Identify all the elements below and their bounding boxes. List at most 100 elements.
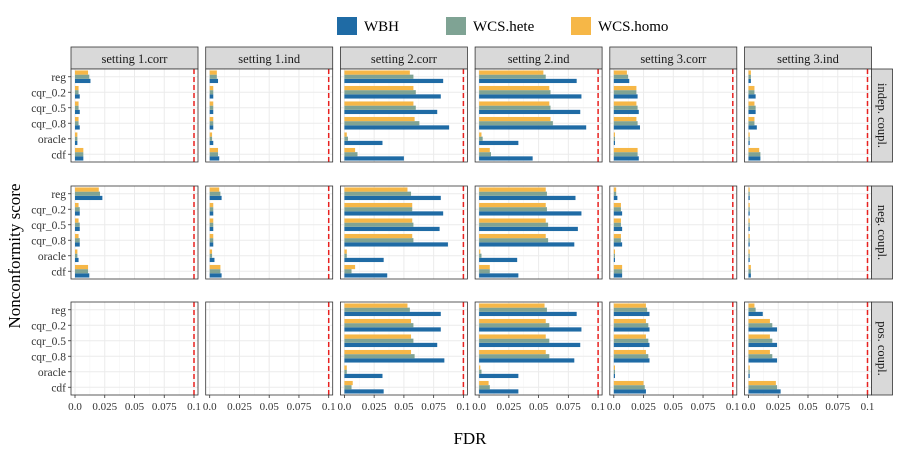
- bar-wcs-hete-reg: [75, 191, 100, 196]
- panel-setting-2-corr-indep-coupl: [339, 68, 468, 163]
- bar-wbh-cqr-0-8: [75, 125, 80, 130]
- bar-wcs-homo-cqr-0-2: [209, 202, 214, 208]
- bar-wbh-cqr-0-2: [748, 94, 756, 99]
- bar-wcs-hete-cqr-0-5: [344, 338, 414, 343]
- bar-wcs-homo-reg: [344, 303, 408, 308]
- bar-wcs-hete-cqr-0-5: [613, 105, 638, 110]
- y-tick-label-cqr-0-2: cqr_0.2: [31, 87, 66, 99]
- bar-wcs-hete-oracle: [748, 253, 750, 258]
- bar-wcs-hete-cqr-0-5: [479, 105, 551, 110]
- bar-wcs-hete-reg: [344, 74, 414, 79]
- bar-wcs-homo-cqr-0-8: [613, 349, 646, 355]
- bar-wcs-homo-cqr-0-2: [75, 202, 79, 208]
- y-tick-label-oracle: oracle: [38, 134, 66, 146]
- bar-wcs-homo-cqr-0-8: [479, 233, 546, 239]
- bar-wcs-homo-cdf: [209, 264, 221, 270]
- strip-label-setting-3-ind: setting 3.ind: [777, 52, 840, 66]
- row-strip-neg-coupl: neg. coupl.: [871, 185, 893, 280]
- bar-wcs-hete-reg: [748, 74, 751, 79]
- bar-wcs-homo-cqr-0-5: [479, 218, 546, 223]
- bar-wbh-cqr-0-5: [479, 109, 581, 115]
- bar-wcs-hete-cdf: [344, 152, 358, 157]
- bar-wcs-homo-oracle: [344, 249, 347, 254]
- bar-wcs-homo-oracle: [344, 132, 347, 137]
- bar-wcs-hete-cdf: [748, 385, 778, 390]
- bar-wbh-cqr-0-2: [479, 211, 582, 216]
- bar-wbh-oracle: [479, 257, 518, 263]
- bar-wcs-homo-oracle: [748, 365, 750, 370]
- panel-grid: setting 1.corr setting 1.ind setting 2.cor…: [31, 46, 893, 413]
- bar-wcs-homo-cqr-0-5: [75, 218, 79, 223]
- bar-wcs-hete-cqr-0-8: [209, 121, 214, 126]
- bar-wbh-cqr-0-5: [613, 342, 650, 348]
- bar-wbh-reg: [209, 195, 222, 201]
- panel-border: [744, 185, 872, 280]
- bar-wbh-cdf: [479, 273, 519, 278]
- bar-wbh-cqr-0-2: [613, 327, 650, 332]
- bar-wbh-oracle: [209, 257, 215, 263]
- bar-wcs-hete-cqr-0-2: [479, 323, 550, 328]
- panel-border: [339, 68, 468, 163]
- bar-wcs-hete-cqr-0-5: [75, 105, 79, 110]
- bar-wcs-homo-cqr-0-5: [344, 334, 412, 339]
- bar-wcs-hete-cqr-0-8: [344, 238, 414, 243]
- bar-wcs-homo-reg: [479, 70, 544, 75]
- bar-wcs-homo-cqr-0-5: [613, 101, 637, 106]
- column-strip-setting-2-corr: setting 2.corr: [339, 46, 468, 70]
- bar-wbh-cqr-0-8: [479, 358, 575, 363]
- x-axis-title: FDR: [453, 429, 487, 448]
- bar-wcs-hete-oracle: [344, 253, 347, 258]
- strip-label-pos-coupl: pos. coupl.: [875, 321, 889, 376]
- panel-border: [70, 68, 199, 163]
- bar-wcs-homo-cqr-0-5: [748, 334, 770, 339]
- bar-wcs-homo-cqr-0-8: [748, 349, 770, 355]
- bar-wbh-cqr-0-8: [613, 125, 640, 130]
- bar-wcs-homo-cqr-0-2: [209, 85, 214, 91]
- bar-wbh-cqr-0-2: [209, 94, 214, 99]
- bar-wcs-homo-oracle: [209, 249, 213, 254]
- y-tick-label-reg: reg: [51, 189, 66, 201]
- bar-wbh-oracle: [344, 373, 383, 379]
- bar-wbh-oracle: [613, 257, 615, 263]
- bar-wbh-reg: [75, 78, 91, 84]
- bar-wbh-cqr-0-8: [75, 242, 80, 247]
- panel-setting-3-ind-pos-coupl: 0.0 0.025 0.05 0.075 0.1: [742, 301, 874, 413]
- legend-label-wcs-homo: WCS.homo: [598, 19, 668, 35]
- x-tick-label: 0.075: [556, 401, 581, 413]
- bar-wcs-hete-cqr-0-8: [75, 121, 79, 126]
- y-tick-label-cqr-0-8: cqr_0.8: [31, 118, 66, 130]
- bar-wbh-cqr-0-2: [613, 94, 638, 99]
- bar-wbh-cqr-0-2: [209, 211, 214, 216]
- bar-wcs-hete-cqr-0-8: [613, 238, 621, 243]
- bar-wbh-cdf: [748, 273, 751, 278]
- bar-wcs-hete-cqr-0-5: [209, 222, 214, 227]
- bar-wbh-cqr-0-8: [479, 242, 575, 247]
- bar-wcs-hete-oracle: [748, 369, 750, 374]
- bar-wbh-cdf: [209, 156, 220, 161]
- bar-wbh-reg: [209, 78, 219, 84]
- x-tick-label: 0.05: [798, 401, 818, 413]
- bar-wcs-homo-cqr-0-2: [344, 202, 413, 208]
- bar-wcs-hete-cdf: [748, 269, 751, 274]
- bar-wcs-homo-reg: [748, 70, 751, 75]
- bar-wbh-cdf: [613, 389, 646, 394]
- bar-wcs-homo-cqr-0-2: [613, 318, 646, 324]
- panel-border: [70, 185, 199, 280]
- bar-wbh-cqr-0-5: [479, 226, 578, 232]
- bar-wbh-cqr-0-2: [479, 94, 582, 99]
- y-tick-label-cdf: cdf: [51, 149, 66, 161]
- bar-wcs-hete-cdf: [479, 152, 491, 157]
- y-tick-label-cqr-0-2: cqr_0.2: [31, 204, 66, 216]
- bar-wbh-reg: [613, 311, 650, 317]
- bar-wcs-homo-reg: [75, 187, 99, 192]
- panel-setting-3-corr-pos-coupl: 0.0 0.025 0.05 0.075 0.1: [607, 301, 740, 413]
- bar-wcs-hete-cqr-0-2: [344, 323, 414, 328]
- bar-wcs-homo-oracle: [344, 365, 347, 370]
- strip-label-setting-1-ind: setting 1.ind: [238, 52, 301, 66]
- bar-wbh-cqr-0-2: [748, 211, 750, 216]
- bar-wbh-cqr-0-2: [479, 327, 582, 332]
- panel-setting-3-ind-neg-coupl: [744, 185, 872, 280]
- bar-wcs-hete-cqr-0-8: [748, 121, 755, 126]
- x-tick-label: 0.025: [631, 401, 656, 413]
